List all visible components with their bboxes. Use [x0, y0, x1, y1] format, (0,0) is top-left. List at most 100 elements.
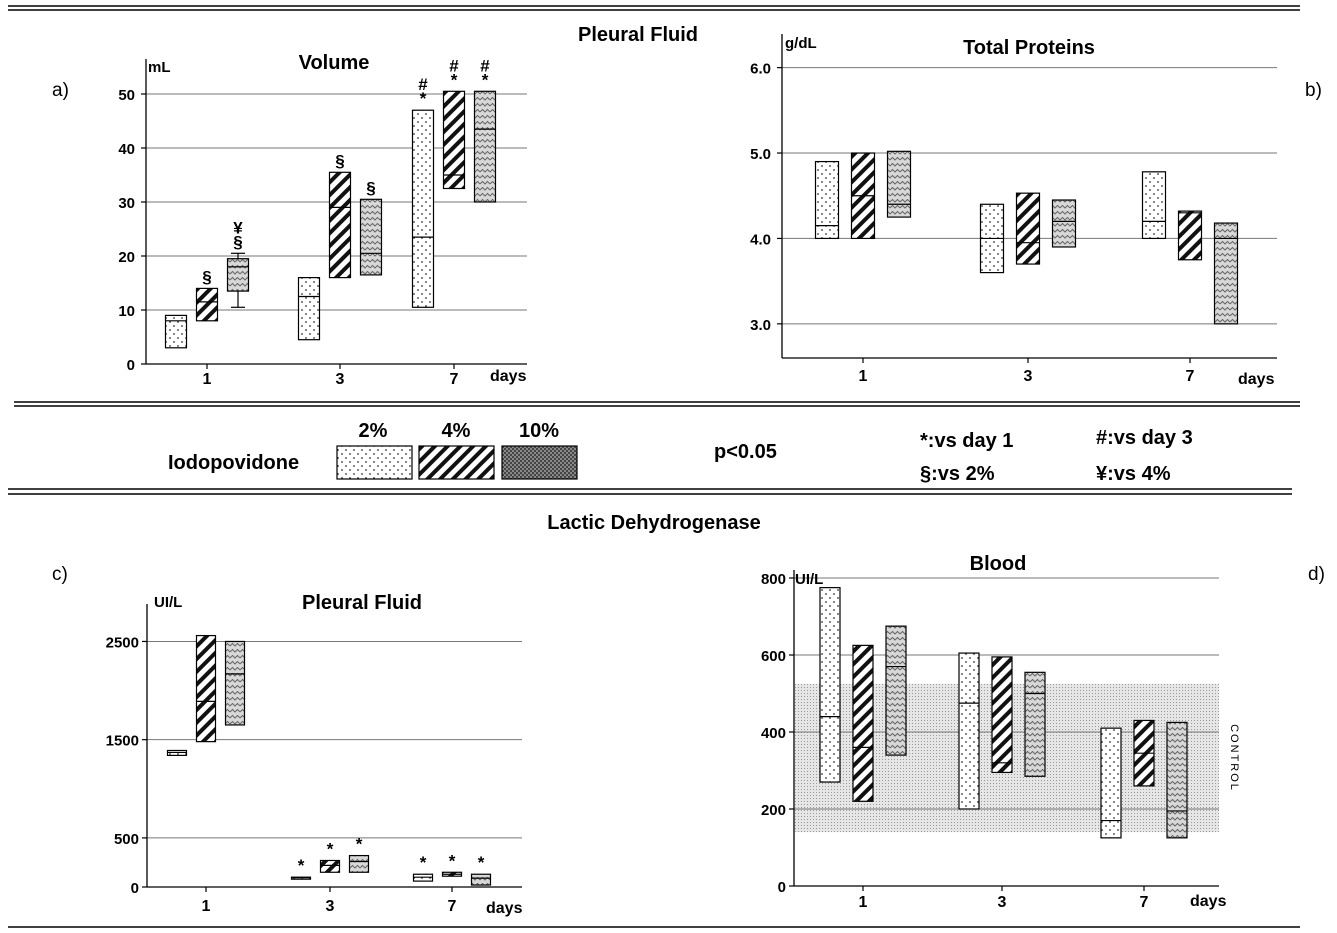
box-c-2%-day3: *	[290, 856, 312, 880]
significance-mark: *	[327, 839, 334, 858]
chart-d: CONTROL 0 200 400 600 800 1 3 7 d) Blood UI/L days	[761, 553, 1325, 911]
box-b-10%-day3	[1051, 199, 1077, 248]
box-body	[885, 625, 907, 756]
box-b-4%-day1	[850, 152, 876, 240]
legend: Iodopovidone 2% 4% 10% p<0.05 *:vs day 1…	[168, 420, 1193, 485]
box-a-2%-day1	[164, 314, 188, 349]
panel-label: a)	[52, 80, 69, 101]
chart-title: Blood	[970, 553, 1027, 575]
legend-p-value: p<0.05	[714, 441, 777, 463]
chart-title: Pleural Fluid	[302, 592, 422, 614]
y-tick-label: 3.0	[750, 317, 771, 334]
box-body	[958, 652, 980, 810]
box-b-10%-day7	[1213, 222, 1239, 325]
significance-mark: *	[449, 851, 456, 870]
box-body	[1051, 199, 1077, 248]
box-body	[226, 258, 250, 292]
legend-swatch-2	[336, 445, 413, 480]
x-tick-label: 3	[336, 371, 345, 388]
y-tick-label: 40	[118, 141, 135, 158]
box-c-2%-day7: *	[412, 853, 434, 882]
x-tick-label: 3	[326, 898, 335, 915]
chart-title: Total Proteins	[963, 37, 1095, 59]
significance-mark: # *	[480, 56, 490, 89]
control-band-label: CONTROL	[1228, 724, 1240, 792]
y-tick-label: 6.0	[750, 61, 771, 78]
box-d-10%-day1	[885, 625, 907, 756]
y-axis-label: g/dL	[785, 35, 817, 52]
x-axis-label: days	[490, 368, 527, 385]
box-d-10%-day3	[1024, 671, 1046, 777]
box-b-4%-day3	[1015, 192, 1041, 265]
box-c-10%-day3: *	[348, 835, 370, 873]
y-tick-label: 2500	[106, 634, 139, 651]
box-body	[1177, 210, 1203, 261]
box-c-4%-day7: *	[441, 851, 463, 877]
box-c-2%-day1	[166, 749, 188, 756]
x-tick-label: 7	[1140, 894, 1149, 911]
box-body	[1015, 192, 1041, 265]
significance-mark: §	[202, 267, 211, 286]
significance-mark: *	[356, 835, 363, 854]
y-tick-label: 400	[761, 725, 786, 742]
box-body	[348, 854, 370, 873]
y-tick-label: 800	[761, 571, 786, 588]
significance-mark: *	[298, 856, 305, 875]
significance-mark: §	[366, 178, 375, 197]
legend-sym-day3: #:vs day 3	[1096, 427, 1193, 449]
significance-mark: *	[478, 853, 485, 872]
x-axis-label: days	[1238, 371, 1275, 388]
x-tick-label: 7	[448, 898, 457, 915]
box-body	[1141, 171, 1167, 240]
chart-b: 3.0 4.0 5.0 6.0 1 3 7 b) Total Proteins g/dL days	[750, 34, 1322, 388]
y-axis-label: UI/L	[154, 594, 182, 611]
box-a-4%-day3: §	[328, 151, 352, 279]
box-body	[411, 109, 435, 308]
y-tick-label: 20	[118, 249, 135, 266]
legend-swatch-10	[501, 445, 578, 480]
y-tick-label: 1500	[106, 733, 139, 750]
box-body	[814, 160, 840, 240]
panel-label: d)	[1308, 564, 1325, 585]
legend-sym-day1: *:vs day 1	[920, 430, 1013, 452]
significance-mark: §	[335, 151, 344, 170]
box-body	[224, 640, 246, 726]
section-title-pleural-fluid: Pleural Fluid	[578, 24, 698, 46]
box-b-10%-day1	[886, 150, 912, 218]
y-axis-label: UI/L	[795, 571, 823, 588]
box-c-10%-day7: *	[470, 853, 492, 886]
box-body	[473, 90, 497, 203]
box-a-4%-day7: # *	[442, 56, 466, 190]
panel-label: b)	[1305, 80, 1322, 101]
y-tick-label: 30	[118, 195, 135, 212]
box-d-2%-day3	[958, 652, 980, 810]
legend-sym-vs4: ¥:vs 4%	[1096, 463, 1171, 485]
legend-label-4: 4%	[442, 420, 471, 442]
y-tick-label: 4.0	[750, 231, 771, 248]
legend-label-2: 2%	[359, 420, 388, 442]
box-body	[1024, 671, 1046, 777]
box-d-2%-day1	[819, 587, 841, 783]
significance-mark: # *	[418, 75, 428, 108]
box-body	[886, 150, 912, 218]
box-c-4%-day1	[195, 634, 217, 743]
legend-swatch-4	[418, 445, 495, 480]
box-a-10%-day7: # *	[473, 56, 497, 203]
box-d-2%-day7	[1100, 727, 1122, 839]
box-body	[195, 634, 217, 743]
box-a-4%-day1: §	[195, 267, 219, 322]
box-b-2%-day1	[814, 160, 840, 240]
y-tick-label: 10	[118, 303, 135, 320]
box-body	[819, 587, 841, 783]
x-tick-label: 3	[998, 894, 1007, 911]
box-a-10%-day1: ¥ §	[226, 218, 250, 308]
box-d-4%-day7	[1133, 719, 1155, 787]
box-b-2%-day7	[1141, 171, 1167, 240]
y-tick-label: 600	[761, 648, 786, 665]
box-body	[359, 198, 383, 276]
box-body	[328, 171, 352, 279]
box-body	[1166, 721, 1188, 839]
box-body	[297, 277, 321, 341]
